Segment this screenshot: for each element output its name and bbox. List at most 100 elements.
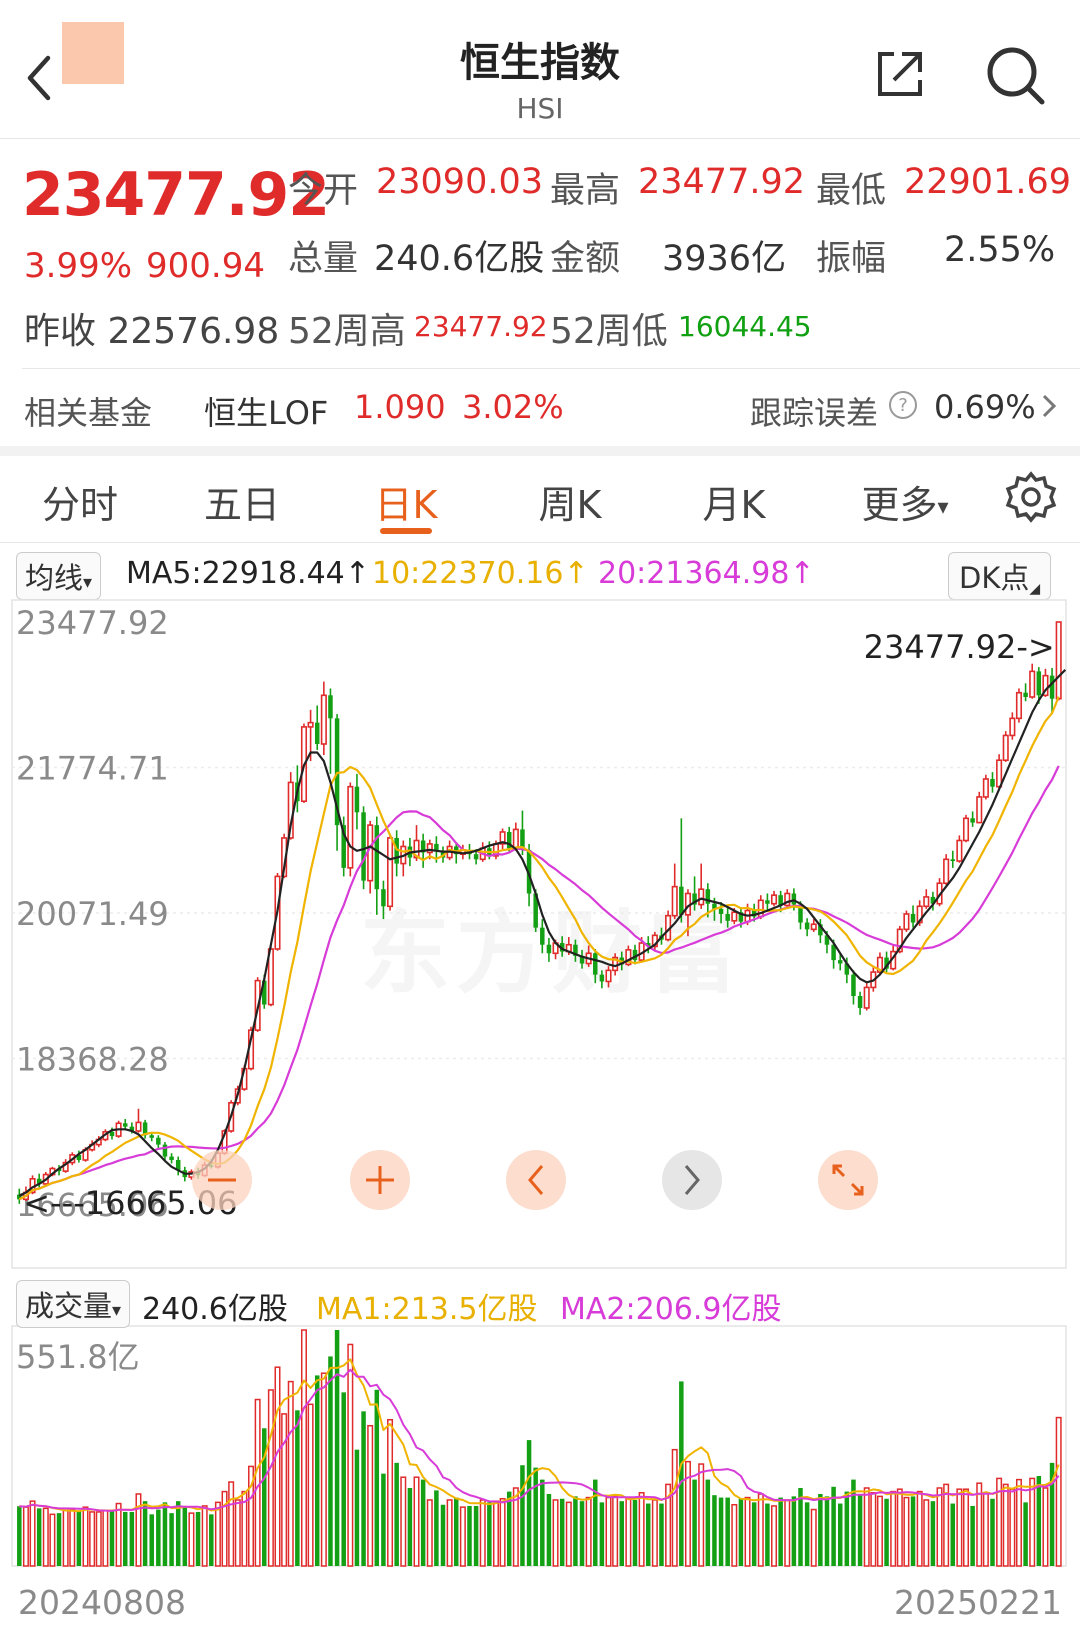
volume-bar-down [692,1479,697,1566]
candle-body [1042,674,1049,697]
related-fund-row[interactable]: 相关基金 恒生LOF 1.090 3.02% 跟踪误差 ? 0.69% [0,368,1080,446]
low52-label: 52周低 [550,311,668,352]
volume-bar-down [142,1501,148,1566]
ma10-value: 10:22370.16 [372,556,564,591]
tab-five-day[interactable]: 五日 [203,483,280,527]
candle-down [765,893,770,911]
volume-bar-down [738,1498,744,1566]
volume-bar-up [287,1380,294,1567]
tab-monthly-k[interactable]: 月K [702,483,766,527]
start-date-label: 20240808 [18,1583,186,1622]
volume-bar-up [605,1496,612,1567]
candle-body [930,896,936,904]
candle-up [903,910,910,932]
candle-up [943,854,950,885]
prev-close-label: 昨收 [24,311,97,352]
volume-bar-down [824,1496,830,1566]
volume-bar-down [407,1487,413,1566]
candle-body [751,910,757,917]
volume-bar-up [89,1511,96,1567]
candle-down [374,816,380,915]
candle-up [962,814,970,843]
zoom-in-button[interactable] [350,1150,410,1210]
candle-up [956,835,963,863]
open-label: 今开 [288,171,359,211]
dk-point-button[interactable]: DK点◢ [948,552,1052,600]
candle-down [559,936,565,957]
candle-body [903,913,910,931]
question-circle-icon[interactable]: ? [888,390,918,420]
volume-bar-up [552,1499,559,1567]
candle-up [400,840,407,877]
prev-close-value: 22576.98 [107,311,280,352]
volume-indicator-label: 成交量 [25,1289,113,1323]
volume-bar-down [156,1509,161,1566]
candle-body [671,885,678,917]
end-date-label: 20250221 [894,1583,1062,1622]
volume-bar-up [29,1500,36,1567]
volume-bar-down [778,1497,783,1566]
gear-icon[interactable] [1004,470,1058,524]
volume-bar-down [831,1486,836,1566]
ma-type-selector[interactable]: 均线▾ [16,552,102,600]
tab-daily-k[interactable]: 日K [374,483,438,527]
back-icon[interactable] [20,50,60,106]
volume-bar-down [341,1392,346,1566]
candle-down [718,902,724,924]
search-icon[interactable] [984,44,1048,108]
pan-right-button[interactable] [662,1150,722,1210]
chevron-right-icon[interactable] [1038,390,1060,422]
low-value: 22901.69 [904,162,1072,202]
volume-bar-up [512,1487,519,1567]
ma5-value: MA5:22918.44 [126,556,345,591]
volume-bar-down [520,1465,525,1566]
volume-bar-up [744,1496,751,1567]
volume-bar-down [420,1479,426,1566]
amplitude-value: 2.55% [944,230,1056,270]
candle-up [367,820,374,894]
avatar[interactable] [62,22,124,84]
volume-bar-up [784,1499,791,1567]
volume-bar-up [228,1481,235,1567]
volume-bar-down [129,1511,135,1566]
candle-body [142,1122,148,1136]
volume-bar-down [526,1440,532,1566]
candle-body [791,893,797,905]
high52-value: 23477.92 [414,310,548,343]
fullscreen-button[interactable] [818,1150,878,1210]
fund-name[interactable]: 恒生LOF [204,394,329,432]
volume-bar-up [565,1501,572,1567]
tab-weekly-k[interactable]: 周K [538,483,602,527]
amplitude-label: 振幅 [816,239,887,279]
candle-up [1009,712,1016,740]
volume-axis-label: 551.8亿 [16,1338,140,1376]
volume-bar-up [976,1482,983,1567]
candle-down [851,970,856,1005]
candle-body [725,913,730,921]
candle-body [863,986,870,1009]
candle-down [546,937,552,962]
zoom-out-button[interactable] [192,1150,252,1210]
tab-more[interactable]: 更多▾ [850,474,960,529]
candle-down [76,1150,82,1163]
tab-intraday[interactable]: 分时 [41,483,118,527]
volume-ma2-line [19,1368,1060,1512]
pan-left-button[interactable] [506,1150,566,1210]
volume-bar-down [361,1411,366,1566]
volume-bar-down [175,1501,181,1566]
volume-bar-down [328,1356,333,1566]
candle-up [585,945,592,967]
candle-down [573,939,578,962]
volume-bar-down [354,1449,360,1566]
plus-icon [366,1166,394,1194]
price-tick-label: 21774.71 [16,749,169,787]
candle-down [169,1153,174,1164]
volume-bar-up [923,1499,930,1567]
volume-bar-down [705,1479,711,1566]
candle-body [434,843,439,851]
candle-body [1023,692,1028,697]
open-value: 23090.03 [376,162,544,202]
volume-indicator-selector[interactable]: 成交量▾ [16,1280,131,1328]
share-icon[interactable] [872,46,928,102]
